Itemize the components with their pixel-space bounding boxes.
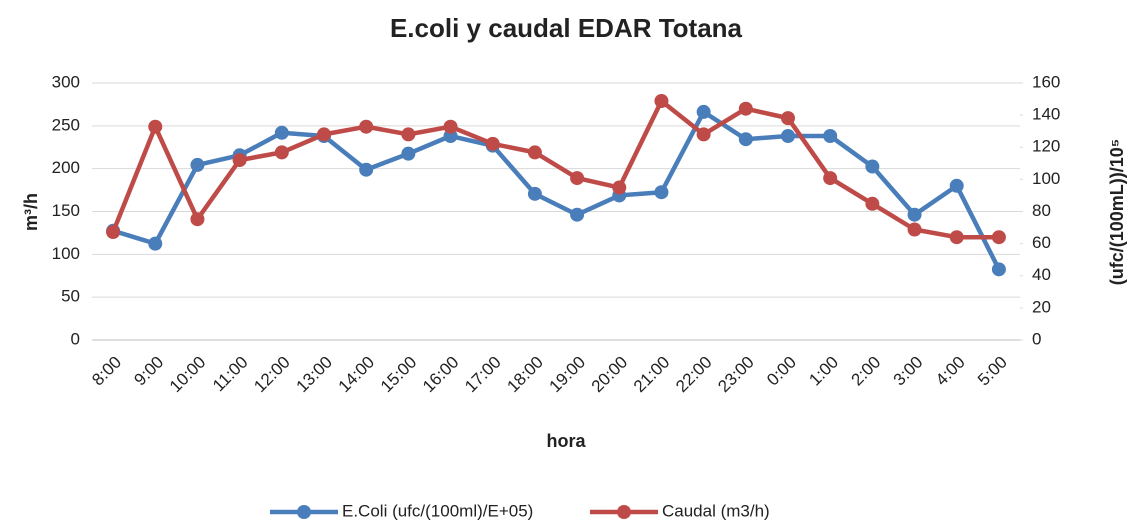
legend-marker: [297, 505, 311, 519]
point: [274, 125, 289, 140]
y2-tick-label: 0: [1032, 329, 1041, 348]
y2-tick-label: 160: [1032, 72, 1060, 91]
point: [148, 236, 163, 251]
point: [781, 129, 795, 144]
y-tick-label: 100: [52, 244, 80, 263]
x-tick-label: 1:00: [805, 353, 842, 390]
x-tick-label: 16:00: [419, 353, 463, 397]
point: [443, 119, 458, 134]
x-tick-label: 20:00: [588, 353, 632, 397]
point: [190, 157, 205, 172]
y-tick-label: 0: [71, 329, 80, 348]
x-tick-label: 15:00: [377, 353, 421, 397]
point: [823, 171, 838, 186]
point: [190, 212, 205, 227]
legend-label: E.Coli (ufc/(100ml)/E+05): [342, 501, 533, 520]
point: [949, 230, 964, 245]
x-tick-label: 8:00: [88, 353, 125, 390]
y2-tick-label: 20: [1032, 297, 1051, 316]
y-tick-label: 300: [52, 72, 80, 91]
x-tick-label: 0:00: [763, 353, 800, 390]
x-tick-label: 14:00: [335, 353, 379, 397]
y2-tick-label: 100: [1032, 169, 1060, 188]
y2-axis-title: (ufc/(100mL))/10⁵: [1107, 139, 1127, 286]
point: [401, 146, 416, 161]
y-tick-label: 200: [52, 158, 80, 177]
point: [317, 127, 331, 142]
x-tick-label: 22:00: [672, 353, 716, 397]
point: [359, 119, 374, 134]
y-axis-title: m³/h: [21, 193, 41, 231]
y-tick-label: 150: [52, 201, 80, 220]
y2-tick-label: 120: [1032, 137, 1060, 156]
point: [907, 222, 922, 237]
y-tick-label: 50: [61, 287, 80, 306]
point: [865, 159, 880, 174]
x-tick-label: 12:00: [250, 353, 294, 397]
x-tick-label: 3:00: [890, 353, 927, 390]
x-tick-label: 10:00: [166, 353, 210, 397]
y2-tick-label: 40: [1032, 265, 1051, 284]
point: [485, 136, 500, 151]
point: [527, 145, 542, 160]
y2-tick-label: 140: [1032, 105, 1060, 124]
y2-tick-label: 80: [1032, 201, 1051, 220]
point: [401, 127, 416, 142]
point: [991, 230, 1006, 245]
point: [570, 207, 585, 222]
x-tick-label: 19:00: [546, 353, 590, 397]
x-tick-label: 11:00: [209, 353, 252, 396]
point: [654, 185, 669, 200]
series-line: [112, 109, 1001, 271]
x-tick-label: 23:00: [714, 353, 758, 397]
point: [148, 119, 163, 134]
point: [823, 129, 838, 144]
point: [991, 262, 1006, 277]
point: [738, 132, 753, 147]
point: [274, 145, 289, 160]
point: [907, 207, 922, 222]
point: [612, 180, 627, 195]
point: [106, 225, 121, 240]
y-tick-label: 250: [52, 115, 80, 134]
x-tick-label: 13:00: [292, 353, 336, 397]
point: [865, 196, 880, 211]
legend-marker: [617, 505, 631, 519]
series-line: [111, 98, 999, 240]
x-tick-label: 4:00: [932, 353, 969, 390]
x-tick-label: 5:00: [974, 353, 1011, 390]
x-tick-label: 17:00: [461, 353, 505, 397]
point: [654, 93, 669, 108]
x-tick-label: 18:00: [503, 353, 547, 397]
point: [949, 178, 964, 193]
point: [527, 186, 542, 201]
point: [232, 153, 247, 168]
x-axis-title: hora: [546, 431, 586, 451]
chart-title: E.coli y caudal EDAR Totana: [390, 13, 743, 43]
x-tick-label: 21:00: [630, 353, 674, 397]
point: [570, 171, 585, 186]
point: [359, 162, 374, 177]
x-tick-label: 9:00: [130, 353, 167, 390]
point: [738, 101, 753, 116]
x-tick-label: 2:00: [848, 353, 885, 390]
point: [781, 111, 795, 126]
point: [696, 104, 711, 119]
legend-label: Caudal (m3/h): [662, 501, 770, 520]
point: [696, 127, 711, 142]
y2-tick-label: 60: [1032, 233, 1051, 252]
